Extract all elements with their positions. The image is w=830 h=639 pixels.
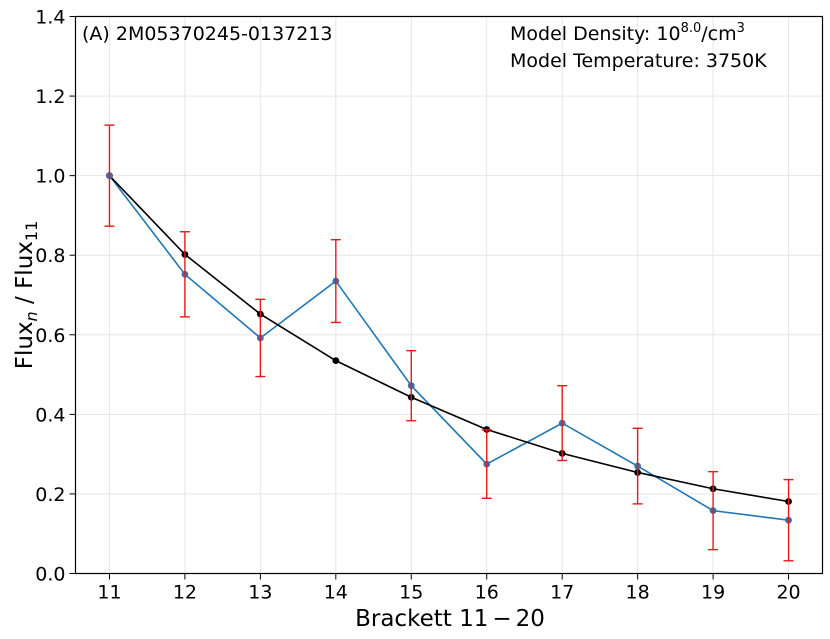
ticks: 11 12 13 14 15 16 17 18 19 20 0.0 0.2 0.4 0.6 0.8 1.0 1.… xyxy=(35,7,800,604)
y-tick-label: 0.4 xyxy=(35,404,65,426)
y-tick-label: 1.2 xyxy=(35,86,65,108)
model-density: Model Density: 108.0/cm3 xyxy=(510,21,745,45)
x-axis-title-end: 20 xyxy=(516,606,545,632)
y-tick-label: 0.6 xyxy=(35,325,65,347)
x-tick-label: 14 xyxy=(324,582,348,604)
x-tick-label: 15 xyxy=(399,582,423,604)
y-axis-title-slash: / xyxy=(12,289,38,311)
y-tick-label: 0.2 xyxy=(35,484,65,506)
x-tick-label: 20 xyxy=(776,582,800,604)
x-tick-label: 11 xyxy=(97,582,121,604)
model-series-line xyxy=(108,175,789,503)
x-axis-title: Brackett 11−20 xyxy=(355,606,545,632)
density-prefix: Model Density: 10 xyxy=(510,23,681,45)
plot-frame xyxy=(74,15,824,575)
y-tick-label: 1.0 xyxy=(35,166,65,188)
series-layer xyxy=(104,124,794,562)
y-axis-title-flux2: Flux xyxy=(12,241,38,289)
x-axis-title-main: Brackett 11 xyxy=(355,606,488,632)
y-axis-title-sub-n: n xyxy=(22,311,41,321)
density-exponent: 8.0 xyxy=(681,21,702,36)
density-unit: /cm xyxy=(701,23,736,45)
density-unit-exponent: 3 xyxy=(737,21,745,36)
y-axis-title: Fluxn / Flux11 xyxy=(12,221,41,370)
y-axis-title-flux: Flux xyxy=(12,321,38,369)
x-tick-label: 17 xyxy=(550,582,574,604)
x-tick-label: 13 xyxy=(248,582,272,604)
panel-label: (A) 2M05370245-0137213 xyxy=(82,23,333,45)
model-temperature: Model Temperature: 3750K xyxy=(510,50,767,72)
x-tick-label: 16 xyxy=(475,582,499,604)
x-tick-label: 19 xyxy=(701,582,725,604)
x-tick-label: 12 xyxy=(173,582,197,604)
y-tick-label: 1.4 xyxy=(35,7,65,29)
y-tick-label: 0.8 xyxy=(35,245,65,267)
model-point xyxy=(332,357,340,365)
x-tick-label: 18 xyxy=(626,582,650,604)
y-tick-label: 0.0 xyxy=(35,564,65,586)
x-axis-title-op: − xyxy=(492,606,511,632)
y-axis-title-sub-11: 11 xyxy=(22,221,41,241)
observed-series-line xyxy=(108,175,789,521)
